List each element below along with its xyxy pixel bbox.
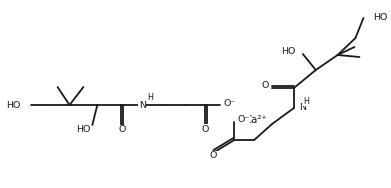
Text: O⁻: O⁻ <box>237 114 250 124</box>
Text: O: O <box>210 152 217 161</box>
Text: HO: HO <box>373 14 388 23</box>
Text: H: H <box>147 93 153 102</box>
Text: O: O <box>118 126 126 134</box>
Text: N: N <box>299 104 306 112</box>
Text: O⁻: O⁻ <box>223 99 236 108</box>
Text: HO: HO <box>7 101 21 109</box>
Text: O: O <box>262 82 269 90</box>
Text: O: O <box>202 124 209 133</box>
Text: Ca²⁺: Ca²⁺ <box>244 115 267 125</box>
Text: HO: HO <box>76 124 90 133</box>
Text: H: H <box>303 96 309 105</box>
Text: N: N <box>139 101 146 109</box>
Text: HO: HO <box>282 46 296 55</box>
